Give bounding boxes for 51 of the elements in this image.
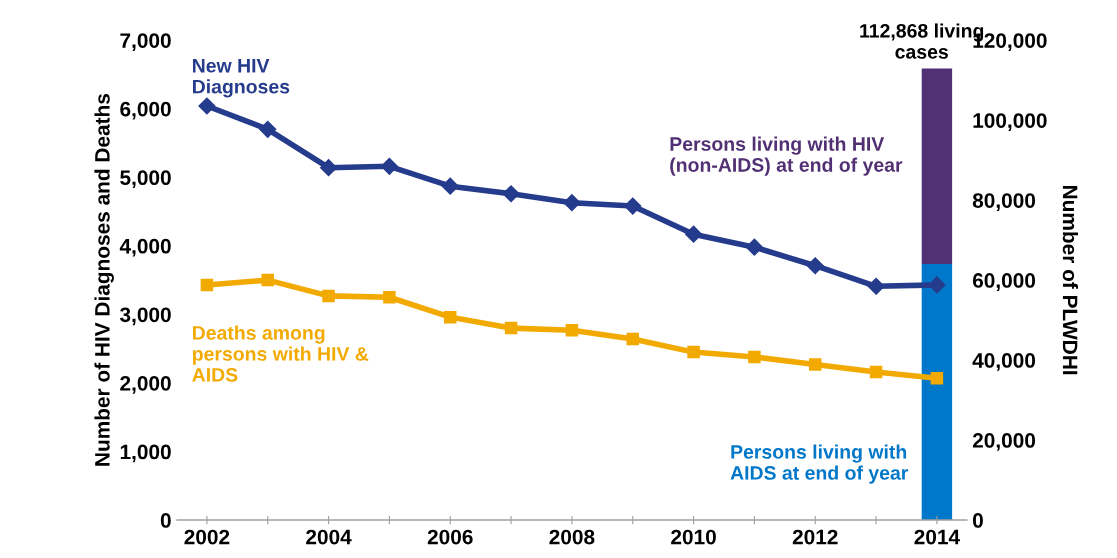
y-tick-label: 2,000 [120,375,171,394]
point [200,278,214,292]
point [626,332,639,346]
y2-tick-label: 0 [973,513,983,528]
x-tick-label: 2008 [549,529,595,545]
y2-tick-label: 100,000 [973,113,1047,131]
series-label: New HIV Diagnoses [192,59,290,98]
x-tick-label: 2014 [914,529,960,545]
y-tick-label: 1,000 [120,444,171,463]
x-tick-label: 2002 [184,529,230,545]
y-tick-label: 7,000 [120,33,171,51]
point [259,120,277,138]
series-label: Persons living with AIDS at end of year [730,444,909,484]
y-tick-label: 3,000 [119,307,171,326]
x-tick-label: 2004 [306,529,352,545]
point [441,177,459,195]
point [687,345,700,359]
point [261,273,274,287]
y2-axis-title: Number of PLWDHI [1062,186,1079,375]
y-tick-label: 4,000 [119,238,171,257]
y2-tick-label: 20,000 [972,433,1036,451]
point [504,321,518,335]
point [563,194,581,212]
point [928,276,946,294]
y-axis-title: Number of HIV Diagnoses and Deaths [94,94,114,466]
x-tick-label: 2006 [427,529,473,545]
point [869,365,883,379]
x-tick-label: 2012 [792,529,838,545]
point [930,371,944,385]
y-tick-label: 5,000 [120,170,171,189]
point [565,323,579,337]
point [198,97,216,115]
y-tick-label: 0 [160,513,171,528]
series-label: Persons living with HIV (non-AIDS) at end of year [670,136,903,176]
point [502,185,520,203]
x-tick-label: 2010 [671,529,716,545]
point [624,197,642,215]
point [808,358,822,371]
y2-tick-label: 40,000 [972,353,1036,371]
y-tick-label: 6,000 [120,101,171,120]
y2-tick-label: 80,000 [972,193,1036,211]
point [443,310,457,324]
point [322,289,335,303]
point [685,225,703,243]
point [383,291,396,304]
point [748,350,761,364]
y2-tick-label: 60,000 [972,273,1036,291]
series-label: Deaths among persons with HIV & AIDS [192,325,369,382]
point [867,277,885,295]
point [745,238,763,256]
point [806,257,824,275]
